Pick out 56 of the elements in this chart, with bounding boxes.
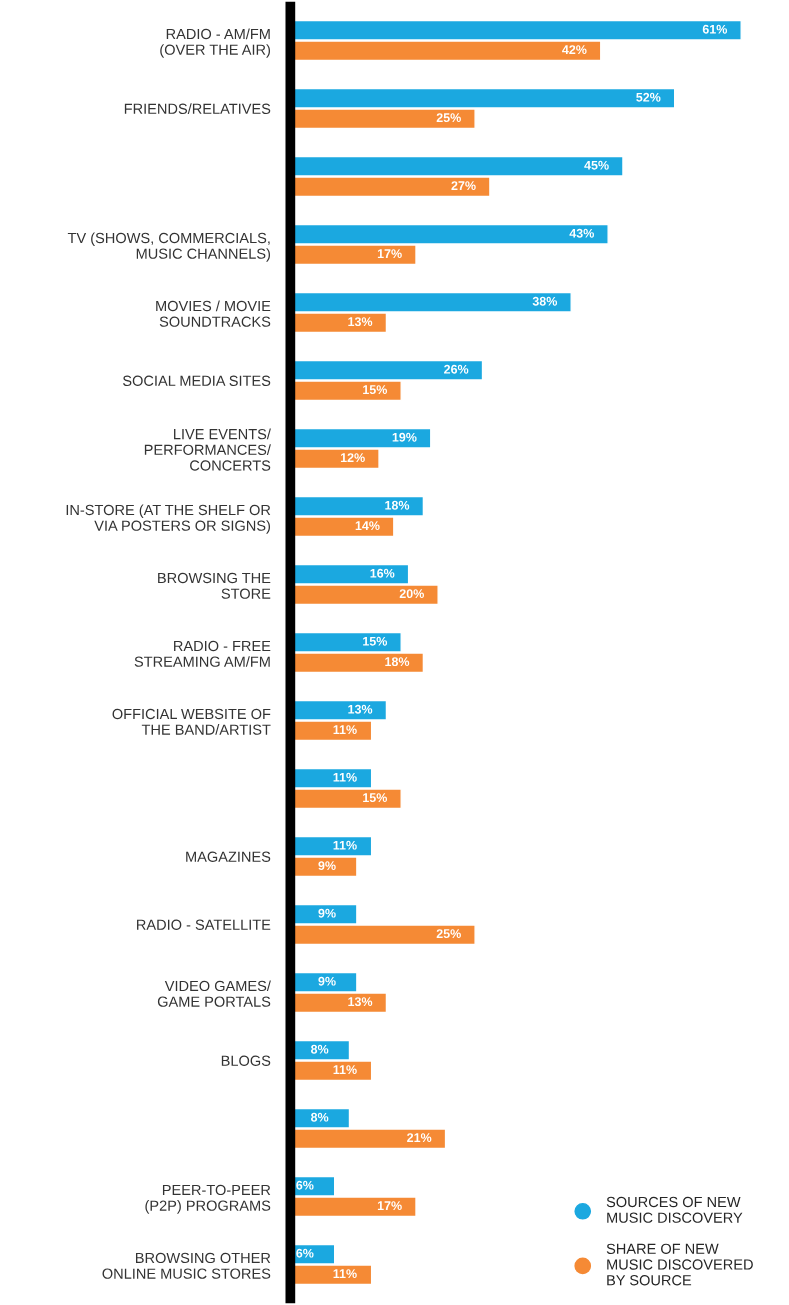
data-label: 8% <box>310 1044 329 1054</box>
data-label: 11% <box>333 725 357 735</box>
data-label: 25% <box>436 113 461 123</box>
data-label: 18% <box>385 500 410 510</box>
y-tick-label: TV (SHOWS, COMMERCIALS, MUSIC CHANNELS) <box>67 232 270 262</box>
data-label: 13% <box>348 704 373 714</box>
data-label: 11% <box>333 840 357 850</box>
y-tick-label: BROWSING THE STORE <box>158 572 271 599</box>
y-tick-label: RADIO - FREE STREAMING AM/FM <box>134 640 271 667</box>
y-tick-label: BROWSING OTHER ONLINE MUSIC STORES <box>102 1252 271 1279</box>
data-label: 17% <box>377 1201 402 1211</box>
data-label: 12% <box>340 453 365 463</box>
data-label: 18% <box>385 657 410 667</box>
data-label: 11% <box>333 1065 357 1075</box>
data-label: 52% <box>636 92 661 102</box>
data-label: 11% <box>333 772 357 782</box>
data-label: 19% <box>392 432 417 442</box>
data-label: 13% <box>348 317 373 327</box>
data-label: 13% <box>348 997 373 1007</box>
y-tick-label: RADIO - SATELLITE <box>137 919 271 930</box>
data-label: 43% <box>569 228 594 238</box>
legend-label: SHARE OF NEW MUSIC DISCOVERED BY SOURCE <box>606 1243 753 1286</box>
y-tick-label: VIDEO GAMES/ GAME PORTALS <box>157 980 271 1007</box>
y-tick-label: BLOGS <box>221 1055 271 1066</box>
data-label: 20% <box>399 589 424 599</box>
data-label: 11% <box>333 1269 357 1279</box>
data-label: 42% <box>562 45 587 55</box>
data-label: 21% <box>407 1133 432 1143</box>
y-tick-label: MOVIES / MOVIE SOUNDTRACKS <box>156 300 271 327</box>
data-label: 26% <box>444 364 469 374</box>
y-tick-label: OFFICIAL WEBSITE OF THE BAND/ARTIST <box>112 708 271 735</box>
y-tick-label: MAGAZINES <box>186 851 271 862</box>
y-tick-label: SOCIAL MEDIA SITES <box>123 375 271 386</box>
data-label: 17% <box>377 249 402 259</box>
data-label: 14% <box>355 521 380 531</box>
data-label: 27% <box>451 181 476 191</box>
data-label: 15% <box>363 385 388 395</box>
data-label: 6% <box>296 1248 314 1258</box>
y-tick-label: RADIO - AM/FM (OVER THE AIR) <box>160 28 270 58</box>
data-label: 25% <box>436 929 461 939</box>
y-tick-label: PEER-TO-PEER (P2P) PROGRAMS <box>145 1184 271 1214</box>
y-tick-label: IN-STORE (AT THE SHELF OR VIA POSTERS OR SIGNS) <box>66 504 271 534</box>
data-label: 8% <box>310 1112 329 1122</box>
legend-label: SOURCES OF NEW MUSIC DISCOVERY <box>606 1196 743 1223</box>
data-label: 61% <box>702 24 728 34</box>
data-label: 6% <box>296 1180 314 1190</box>
data-label: 9% <box>318 861 336 871</box>
data-label: 15% <box>363 793 388 803</box>
y-tick-label: LIVE EVENTS/ PERFORMANCES/ CONCERTS <box>144 428 271 471</box>
data-label: 15% <box>363 636 388 646</box>
data-label: 9% <box>318 908 336 918</box>
y-tick-label: FRIENDS/RELATIVES <box>124 103 271 114</box>
data-label: 38% <box>532 296 558 306</box>
data-label: 45% <box>584 160 609 170</box>
data-label: 9% <box>318 976 336 986</box>
data-label: 16% <box>370 568 395 578</box>
